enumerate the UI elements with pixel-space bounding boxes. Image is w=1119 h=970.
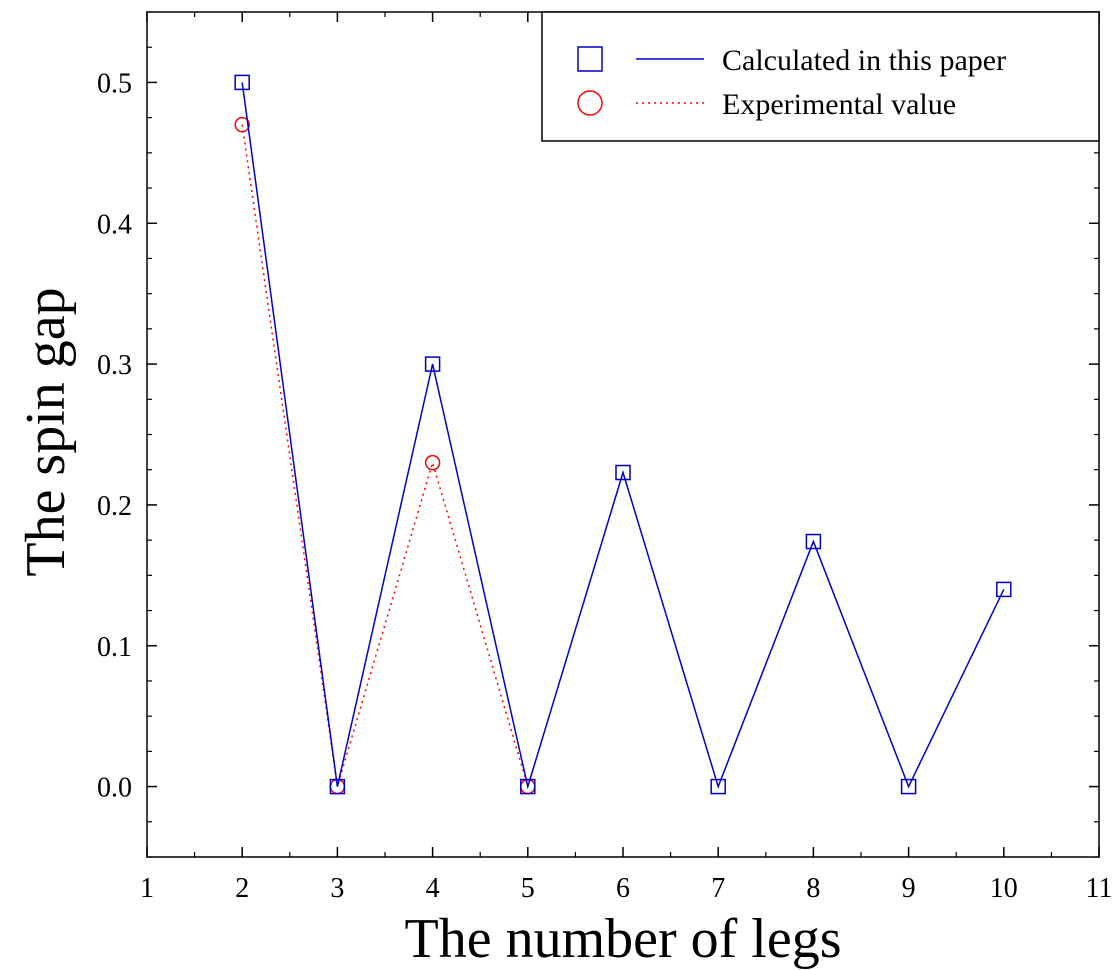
series-line-experimental [241,124,529,787]
x-tick-label: 5 [521,873,535,904]
x-tick-label: 6 [616,873,630,904]
x-tick-label: 1 [140,873,154,904]
series-layer [234,74,1012,795]
data-point-calculated [900,778,917,795]
data-point-calculated [234,74,250,91]
data-point-calculated [329,778,346,795]
y-tick-label: 0.1 [97,632,132,663]
series-line-calculated [241,82,1005,790]
x-tick-label: 8 [806,873,820,904]
data-point-calculated [996,581,1012,598]
x-tick-label: 4 [426,873,440,904]
y-tick-label: 0.3 [97,350,132,381]
x-tick-label: 11 [1086,873,1113,904]
x-tick-label: 10 [990,873,1018,904]
x-tick-label: 9 [902,873,916,904]
y-axis-title: The spin gap [15,287,77,576]
x-tick-label: 2 [235,873,249,904]
y-tick-label: 0.4 [97,209,132,240]
legend-marker-experimental [577,90,603,116]
data-point-calculated [805,533,822,550]
data-point-experimental [234,116,250,133]
x-axis-title: The number of legs [405,908,842,970]
y-tick-label: 0.0 [97,773,132,804]
legend-label-experimental: Experimental value [722,88,956,121]
legend-marker-calculated [577,46,603,72]
data-point-calculated [710,778,726,795]
data-point-calculated [520,778,536,795]
y-tick-label: 0.2 [97,491,132,522]
y-tick-label: 0.5 [97,68,132,99]
x-tick-label: 7 [711,873,725,904]
data-point-experimental [424,454,441,471]
legend-box [541,11,1100,142]
x-tick-label: 3 [330,873,344,904]
series-experimental [234,116,536,795]
data-point-calculated [424,356,441,372]
axis-tick-labels: 1 2 3 4 5 6 7 8 9 10 11 0.0 0.1 0.2 0.3 0.4 0.5 [97,68,1112,904]
data-point-calculated [615,464,631,481]
legend-label-calculated: Calculated in this paper [722,44,1006,77]
legend: Calculated in this paper Experimental va… [541,11,1100,142]
series-calculated [234,74,1012,795]
